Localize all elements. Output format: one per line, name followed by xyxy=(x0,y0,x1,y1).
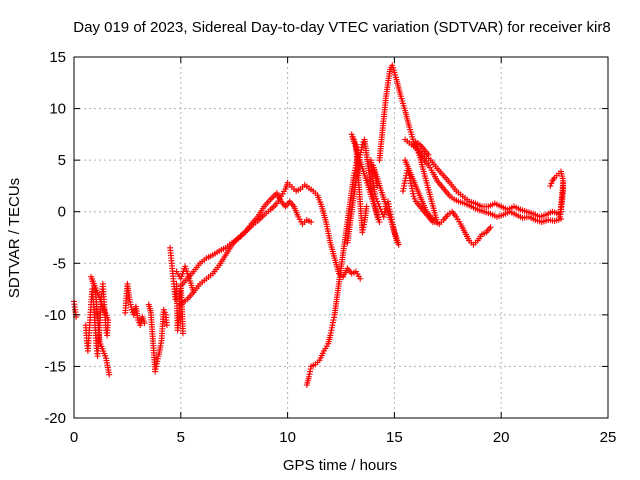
data-point xyxy=(374,198,381,205)
data-point xyxy=(179,330,186,337)
data-point xyxy=(135,317,142,324)
data-point xyxy=(128,306,135,313)
x-tick-label: 10 xyxy=(279,429,296,446)
series-wiggle-4.5-5.5 xyxy=(173,263,197,296)
x-tick-label: 5 xyxy=(177,429,185,446)
x-axis-label: GPS time / hours xyxy=(283,457,397,474)
y-tick-label: -15 xyxy=(44,358,66,375)
data-point xyxy=(308,219,315,226)
series-mid-ridge-15 xyxy=(399,138,441,226)
data-point xyxy=(376,203,383,210)
y-axis-label: SDTVAR / TECUs xyxy=(6,178,23,298)
y-tick-label: 5 xyxy=(58,152,66,169)
data-point xyxy=(106,371,113,378)
data-point xyxy=(160,306,167,313)
axis-ticks: 0 5 10 15 20 25 -20 -15 -10 -5 0 5 10 15 xyxy=(44,49,616,446)
x-tick-label: 25 xyxy=(600,429,617,446)
series-tail-lower xyxy=(402,157,494,248)
data-point xyxy=(372,193,379,200)
y-tick-label: -20 xyxy=(44,410,66,427)
data-point xyxy=(348,131,355,138)
x-tick-label: 15 xyxy=(386,429,403,446)
data-point xyxy=(141,320,148,327)
series-cluster-3.5-4.4 xyxy=(145,301,170,375)
data-point xyxy=(161,309,168,316)
data-point xyxy=(425,151,432,158)
data-point xyxy=(350,136,357,143)
series-cluster-0.5-1.6 xyxy=(82,273,113,378)
data-point xyxy=(374,182,381,189)
series-lower-band xyxy=(177,190,315,308)
y-tick-label: 0 xyxy=(58,204,66,221)
data-point xyxy=(190,289,197,296)
y-tick-label: -10 xyxy=(44,307,66,324)
y-tick-label: 10 xyxy=(49,101,66,118)
data-series xyxy=(71,62,567,388)
series-mid-cluster-14 xyxy=(367,157,402,248)
x-tick-label: 0 xyxy=(70,429,78,446)
series-cluster-2.4-3.3 xyxy=(122,280,148,329)
data-point xyxy=(410,193,417,200)
data-point xyxy=(163,322,170,329)
series-tail-upper xyxy=(402,136,562,220)
series-big-peak xyxy=(376,62,565,226)
y-tick-label: -5 xyxy=(53,255,66,272)
data-point xyxy=(548,180,555,187)
series-mid-cluster-13 xyxy=(344,131,383,246)
data-point xyxy=(405,170,412,177)
data-point xyxy=(404,167,411,174)
plot-frame xyxy=(73,56,609,419)
y-tick-label: 15 xyxy=(49,49,66,66)
data-point xyxy=(487,224,494,231)
data-point xyxy=(349,133,356,140)
data-point xyxy=(357,275,364,282)
chart-title: Day 019 of 2023, Sidereal Day-to-day VTE… xyxy=(73,19,610,36)
data-point xyxy=(547,182,554,189)
x-tick-label: 20 xyxy=(493,429,510,446)
data-point xyxy=(411,195,418,202)
series-late-spike xyxy=(547,168,567,220)
data-point xyxy=(560,179,567,186)
data-point xyxy=(351,139,358,146)
data-point xyxy=(363,203,370,210)
data-point xyxy=(375,200,382,207)
data-point xyxy=(373,195,380,202)
